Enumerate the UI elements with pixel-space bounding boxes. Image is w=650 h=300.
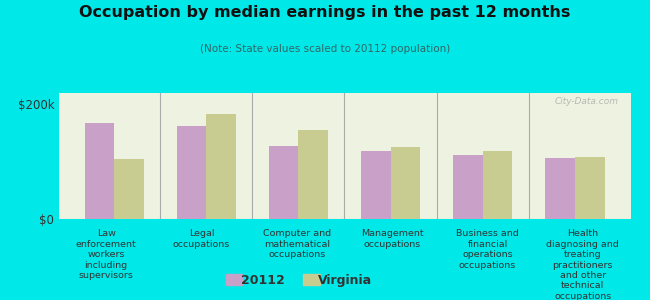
Legend: 20112, Virginia: 20112, Virginia bbox=[221, 269, 377, 292]
Bar bbox=[177, 126, 206, 219]
Text: Business and
financial
operations
occupations: Business and financial operations occupa… bbox=[456, 230, 519, 270]
Bar bbox=[361, 152, 391, 219]
Bar bbox=[269, 146, 298, 219]
Text: City-Data.com: City-Data.com bbox=[555, 97, 619, 106]
Text: Occupation by median earnings in the past 12 months: Occupation by median earnings in the pas… bbox=[79, 4, 571, 20]
Bar bbox=[114, 159, 144, 219]
Text: (Note: State values scaled to 20112 population): (Note: State values scaled to 20112 popu… bbox=[200, 44, 450, 53]
Text: Computer and
mathematical
occupations: Computer and mathematical occupations bbox=[263, 230, 331, 259]
Bar bbox=[84, 123, 114, 219]
Bar bbox=[575, 157, 604, 219]
Bar bbox=[206, 114, 236, 219]
Bar bbox=[298, 130, 328, 219]
Bar bbox=[545, 158, 575, 219]
Text: Management
occupations: Management occupations bbox=[361, 230, 424, 249]
Bar bbox=[483, 152, 512, 219]
Text: Health
diagnosing and
treating
practitioners
and other
technical
occupations: Health diagnosing and treating practitio… bbox=[547, 230, 619, 300]
Text: Legal
occupations: Legal occupations bbox=[173, 230, 230, 249]
Text: Law
enforcement
workers
including
supervisors: Law enforcement workers including superv… bbox=[76, 230, 136, 280]
Bar bbox=[453, 155, 483, 219]
Bar bbox=[391, 147, 420, 219]
